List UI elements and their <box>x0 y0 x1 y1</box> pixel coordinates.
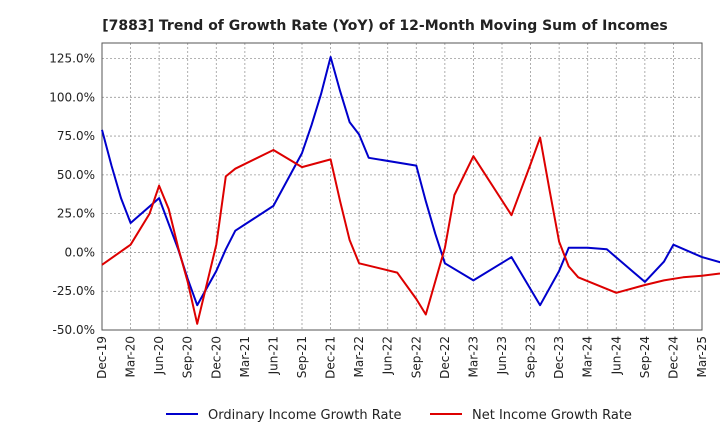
x-tick-label: Jun-24 <box>609 336 623 375</box>
plot-area-frame <box>101 42 703 331</box>
x-tick-label: Mar-22 <box>352 336 366 377</box>
x-tick-label: Sep-20 <box>181 336 195 378</box>
x-tick-label: Jun-20 <box>152 336 166 375</box>
x-tick-label: Dec-19 <box>95 336 109 379</box>
y-tick-label: -50.0% <box>53 323 95 337</box>
x-tick-label: Jun-21 <box>266 336 280 375</box>
series-line-1 <box>101 56 720 307</box>
x-tick-label: Dec-23 <box>552 336 566 379</box>
x-tick-label: Jun-22 <box>381 336 395 375</box>
x-tick-label: Sep-23 <box>524 336 538 378</box>
y-tick-label: 125.0% <box>49 52 95 66</box>
y-tick-label: 0.0% <box>65 245 96 259</box>
chart-title: [7883] Trend of Growth Rate (YoY) of 12-… <box>102 18 667 34</box>
x-tick-label: Jun-23 <box>495 336 509 375</box>
legend-label-1: Ordinary Income Growth Rate <box>208 408 402 423</box>
x-tick-label: Sep-21 <box>295 336 309 378</box>
x-tick-label: Mar-23 <box>466 336 480 377</box>
x-tick-label: Dec-24 <box>666 336 680 379</box>
y-tick-label: -25.0% <box>53 284 95 298</box>
x-tick-label: Dec-20 <box>209 336 223 379</box>
x-tick-label: Dec-22 <box>438 336 452 379</box>
y-tick-label: 100.0% <box>49 90 95 104</box>
y-tick-label: 25.0% <box>57 207 95 221</box>
legend-label-2: Net Income Growth Rate <box>472 408 632 423</box>
x-tick-label: Mar-21 <box>238 336 252 377</box>
series-line-2 <box>101 136 720 325</box>
x-tick-label: Sep-22 <box>409 336 423 378</box>
y-tick-label: 75.0% <box>57 129 95 143</box>
y-tick-label: 50.0% <box>57 168 95 182</box>
x-tick-label: Dec-21 <box>324 336 338 379</box>
x-tick-label: Sep-24 <box>638 336 652 378</box>
x-tick-label: Mar-20 <box>124 336 138 377</box>
x-tick-label: Mar-24 <box>581 336 595 377</box>
x-tick-label: Mar-25 <box>695 336 709 377</box>
